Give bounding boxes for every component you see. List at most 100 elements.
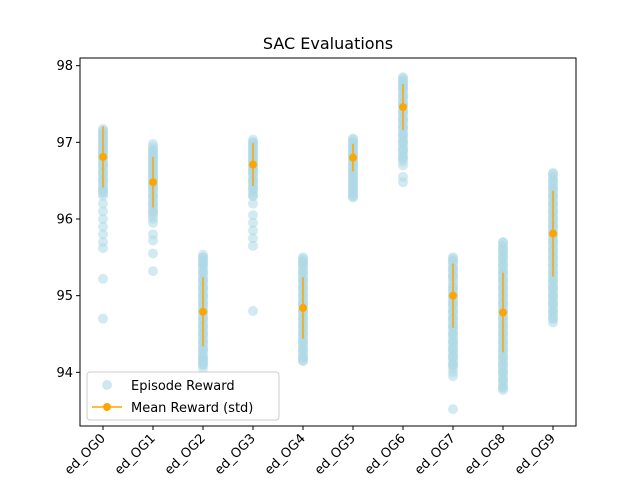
episode-reward-point [148, 217, 158, 228]
y-axis: 94 95 96 97 98 [56, 59, 80, 381]
plot-errorbars [99, 84, 557, 353]
episode-reward-point [248, 306, 258, 316]
episode-reward-point [398, 145, 408, 155]
episode-reward-point [298, 344, 308, 355]
episode-reward-point [548, 290, 558, 301]
episode-reward-point [548, 317, 558, 328]
episode-reward-point [98, 206, 108, 217]
episode-reward-point [298, 355, 308, 366]
mean-reward-point [449, 291, 457, 300]
mean-reward-point [299, 303, 307, 312]
x-axis: ed_OG0 ed_OG1 ed_OG2 ed_OG3 ed_OG4 ed_OG5 ed_O… [62, 426, 559, 478]
episode-reward-point [98, 214, 108, 224]
episode-reward-point [448, 359, 458, 370]
y-tick-label: 94 [56, 366, 73, 381]
episode-reward-point [198, 260, 208, 270]
episode-reward-point [98, 221, 108, 232]
y-tick-label: 97 [56, 136, 73, 151]
legend-mean-reward-marker [103, 403, 111, 411]
episode-reward-point [198, 344, 208, 355]
x-tick-label: ed_OG4 [262, 431, 309, 478]
episode-reward-point [198, 363, 208, 374]
x-tick-label: ed_OG1 [112, 431, 159, 478]
mean-reward-point [99, 152, 107, 161]
mean-reward-point [549, 229, 557, 238]
x-tick-label: ed_OG7 [412, 431, 459, 478]
mean-reward-point [199, 307, 207, 316]
episode-reward-point [548, 168, 558, 178]
episode-reward-point [498, 384, 508, 395]
legend-episode-reward-marker [102, 380, 112, 390]
y-tick-label: 95 [56, 289, 73, 304]
episode-reward-point [498, 252, 508, 263]
x-tick-label: ed_OG8 [462, 431, 509, 478]
episode-reward-point [248, 210, 258, 221]
episode-reward-point [248, 233, 258, 244]
mean-reward-point [349, 153, 357, 162]
y-tick-label: 96 [56, 213, 73, 228]
episode-reward-point [448, 344, 458, 355]
episode-reward-point [398, 129, 408, 140]
episode-reward-point [398, 137, 408, 148]
episode-reward-point [498, 359, 508, 370]
episode-reward-point [498, 260, 508, 270]
plot-frame [79, 57, 577, 427]
episode-reward-point [298, 267, 308, 278]
legend-episode-reward-label: Episode Reward [131, 379, 235, 394]
x-tick-label: ed_OG6 [362, 431, 409, 478]
episode-reward-point [448, 352, 458, 362]
episode-reward-point [98, 187, 108, 198]
episode-reward-point [98, 198, 108, 209]
episode-reward-point [98, 273, 108, 284]
y-tick-label: 98 [56, 59, 73, 74]
episode-reward-point [498, 237, 508, 247]
episode-reward-point [548, 283, 558, 293]
episode-reward-point [348, 192, 358, 203]
x-tick-label: ed_OG0 [62, 431, 109, 478]
episode-reward-point [248, 225, 258, 236]
episode-reward-point [548, 298, 558, 309]
episode-reward-point [148, 235, 158, 246]
episode-reward-point [498, 244, 508, 255]
episode-reward-point [248, 198, 258, 209]
episode-reward-point [448, 329, 458, 339]
episode-reward-point [498, 375, 508, 385]
episode-reward-point [98, 229, 108, 240]
episode-reward-point [198, 267, 208, 278]
episode-reward-point [148, 266, 158, 277]
episode-reward-point [248, 191, 258, 201]
episode-reward-point [98, 243, 108, 254]
episode-reward-point [298, 260, 308, 270]
plot-points [98, 72, 558, 415]
episode-reward-point [548, 175, 558, 186]
episode-reward-point [548, 306, 558, 316]
episode-reward-point [148, 206, 158, 217]
x-tick-label: ed_OG5 [312, 431, 359, 478]
episode-reward-point [248, 240, 258, 251]
legend-mean-reward-label: Mean Reward (std) [131, 401, 253, 416]
episode-reward-point [398, 160, 408, 171]
x-tick-label: ed_OG3 [212, 431, 259, 478]
chart-title: SAC Evaluations [263, 34, 393, 53]
episode-reward-point [248, 217, 258, 228]
mean-reward-point [499, 308, 507, 317]
mean-reward-point [149, 178, 157, 187]
episode-reward-point [448, 371, 458, 382]
x-tick-label: ed_OG9 [512, 431, 559, 478]
episode-reward-point [498, 367, 508, 378]
mean-reward-point [249, 160, 257, 169]
episode-reward-point [148, 248, 158, 259]
legend-box [86, 371, 280, 421]
episode-reward-point [498, 352, 508, 362]
episode-reward-point [248, 183, 258, 194]
episode-reward-point [398, 152, 408, 163]
episode-reward-point [98, 313, 108, 324]
episode-reward-point [448, 404, 458, 415]
episode-reward-point [548, 275, 558, 286]
episode-reward-point [398, 177, 408, 188]
episode-reward-point [448, 256, 458, 267]
legend: Episode Reward Mean Reward (std) [86, 371, 280, 421]
mean-reward-point [399, 103, 407, 112]
episode-reward-point [548, 183, 558, 194]
